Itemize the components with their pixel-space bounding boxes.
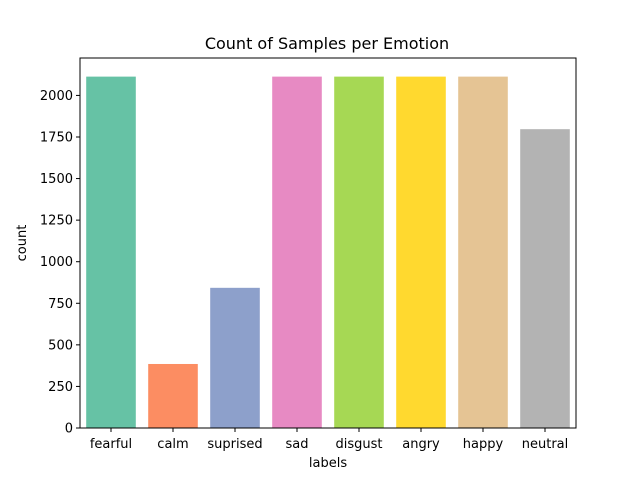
bar-happy (458, 76, 508, 429)
x-tick-label: fearful (90, 437, 132, 452)
x-tick-label: neutral (522, 437, 569, 452)
y-tick-label: 750 (48, 297, 73, 312)
y-tick-label: 0 (65, 422, 73, 437)
y-tick-label: 1750 (40, 130, 73, 145)
plot-frame (79, 57, 577, 429)
bar-angry (396, 76, 446, 429)
bar-sad (272, 76, 322, 429)
x-tick-label: calm (157, 437, 188, 452)
y-tick-label: 1500 (40, 172, 73, 187)
y-tick-label: 2000 (40, 89, 73, 104)
y-tick-label: 1250 (40, 214, 73, 229)
y-tick-label: 500 (48, 338, 73, 353)
bar-neutral (520, 129, 570, 429)
bars-group (86, 76, 570, 429)
bar-suprised (210, 287, 260, 428)
x-tick-label: suprised (207, 437, 262, 452)
y-axis: 0 250 500 750 1000 1250 1500 1750 2000 (40, 89, 80, 437)
bar-fearful (86, 76, 136, 429)
x-tick-label: disgust (336, 437, 383, 452)
x-axis-label: labels (309, 456, 347, 471)
x-tick-label: happy (463, 437, 504, 452)
y-tick-label: 1000 (40, 255, 73, 270)
bar-calm (148, 363, 198, 428)
y-axis-label: count (15, 225, 30, 262)
x-tick-label: sad (286, 437, 309, 452)
chart-title: Count of Samples per Emotion (205, 34, 449, 53)
x-axis: fearful calm suprised sad disgust angry happy n… (90, 428, 568, 452)
y-tick-label: 250 (48, 380, 73, 395)
x-tick-label: angry (402, 437, 440, 452)
bar-disgust (334, 76, 384, 429)
